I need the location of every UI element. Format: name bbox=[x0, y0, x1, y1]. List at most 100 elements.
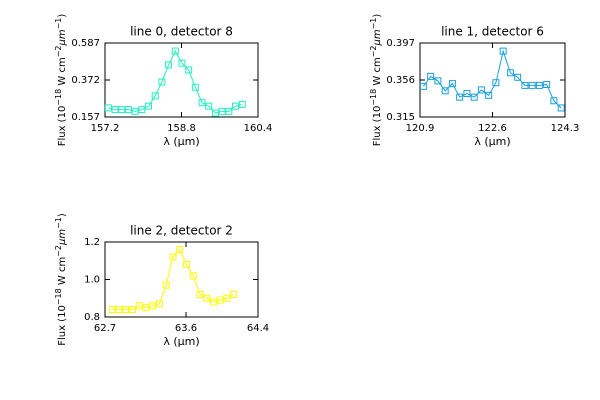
data-marker bbox=[149, 302, 157, 310]
data-line bbox=[108, 50, 243, 114]
data-marker bbox=[230, 291, 238, 298]
y-axis-label-part: W cm bbox=[57, 257, 68, 288]
y-axis-label-part: μm bbox=[372, 29, 383, 46]
data-marker bbox=[138, 106, 146, 114]
x-axis-label: λ (μm) bbox=[474, 135, 510, 148]
data-marker bbox=[211, 109, 219, 117]
y-axis-label: Flux (10−18 W cm−2μm−1) bbox=[369, 14, 384, 147]
y-axis-label-part: −2 bbox=[54, 245, 63, 257]
data-marker bbox=[158, 78, 166, 86]
y-axis-label-part: −18 bbox=[54, 288, 63, 305]
data-marker bbox=[225, 107, 233, 115]
x-tick-label: 157.2 bbox=[91, 123, 120, 134]
data-marker bbox=[203, 294, 211, 302]
y-axis-label-part: μm bbox=[57, 29, 68, 46]
data-marker bbox=[171, 47, 179, 55]
x-tick-label: 63.6 bbox=[175, 323, 197, 334]
data-marker bbox=[492, 79, 500, 87]
data-marker bbox=[196, 291, 204, 298]
data-marker bbox=[118, 106, 126, 114]
x-axis-label: λ (μm) bbox=[163, 335, 199, 348]
data-marker bbox=[218, 107, 226, 115]
data-marker bbox=[198, 99, 206, 107]
y-axis-label-part: Flux (10 bbox=[372, 106, 383, 147]
y-axis-label-part: ) bbox=[57, 213, 68, 217]
data-marker bbox=[178, 59, 186, 67]
y-axis-label-part: −1 bbox=[54, 217, 63, 229]
data-marker bbox=[111, 106, 119, 114]
y-axis-label-part: −18 bbox=[54, 89, 63, 106]
data-marker bbox=[185, 66, 193, 74]
data-marker bbox=[499, 47, 507, 55]
chart-title: line 1, detector 6 bbox=[441, 25, 544, 39]
x-tick-label: 158.8 bbox=[167, 123, 196, 134]
data-marker bbox=[191, 83, 199, 91]
x-tick-label: 64.4 bbox=[247, 323, 269, 334]
y-axis-label-part: −1 bbox=[369, 18, 378, 30]
y-axis-label-part: −2 bbox=[54, 46, 63, 58]
data-marker bbox=[128, 306, 136, 313]
y-tick-label: 0.587 bbox=[71, 38, 100, 49]
y-tick-label: 0.356 bbox=[386, 75, 415, 86]
x-tick-label: 62.7 bbox=[94, 323, 116, 334]
data-marker bbox=[470, 93, 478, 101]
chart-title: line 0, detector 8 bbox=[130, 25, 233, 39]
data-line bbox=[423, 49, 562, 109]
data-marker bbox=[514, 73, 522, 81]
data-marker bbox=[463, 90, 471, 98]
y-axis-label-part: −1 bbox=[54, 18, 63, 30]
data-marker bbox=[205, 102, 213, 110]
chart-title: line 2, detector 2 bbox=[130, 224, 233, 238]
data-marker bbox=[232, 102, 240, 110]
data-marker bbox=[434, 77, 442, 85]
y-tick-label: 0.372 bbox=[71, 75, 100, 86]
y-axis-label-part: −18 bbox=[369, 89, 378, 106]
data-marker bbox=[142, 304, 150, 312]
data-marker bbox=[182, 261, 190, 268]
y-axis-label-part: Flux (10 bbox=[57, 305, 68, 346]
y-tick-label: 0.8 bbox=[84, 312, 100, 323]
data-marker bbox=[216, 296, 224, 304]
y-axis-label: Flux (10−18 W cm−2μm−1) bbox=[54, 14, 69, 147]
data-marker bbox=[427, 72, 435, 80]
data-marker bbox=[108, 306, 116, 313]
data-marker bbox=[104, 104, 112, 112]
x-tick-label: 122.6 bbox=[478, 123, 507, 134]
data-marker bbox=[162, 281, 170, 289]
y-tick-label: 1.2 bbox=[84, 237, 100, 248]
data-marker bbox=[115, 306, 123, 313]
y-axis-label-part: −2 bbox=[369, 46, 378, 58]
y-tick-label: 0.315 bbox=[386, 112, 415, 123]
data-marker bbox=[528, 81, 536, 89]
data-marker bbox=[506, 69, 514, 77]
data-marker bbox=[131, 107, 139, 115]
data-marker bbox=[155, 300, 163, 308]
data-marker bbox=[477, 86, 485, 94]
data-marker bbox=[165, 61, 173, 69]
x-axis-label: λ (μm) bbox=[163, 135, 199, 148]
data-marker bbox=[151, 92, 159, 100]
data-marker bbox=[238, 100, 246, 108]
y-axis-label-part: ) bbox=[57, 14, 68, 18]
x-tick-label: 124.3 bbox=[551, 123, 580, 134]
y-tick-label: 0.157 bbox=[71, 112, 100, 123]
data-marker bbox=[456, 93, 464, 101]
data-marker bbox=[550, 97, 558, 105]
data-marker bbox=[223, 294, 231, 302]
data-line bbox=[112, 248, 234, 310]
data-marker bbox=[145, 102, 153, 110]
y-axis-label-part: μm bbox=[57, 229, 68, 246]
data-marker bbox=[535, 81, 543, 89]
y-tick-label: 1.0 bbox=[84, 275, 100, 286]
y-axis-label-part: W cm bbox=[372, 57, 383, 88]
x-tick-label: 120.9 bbox=[406, 123, 435, 134]
data-marker bbox=[419, 82, 427, 90]
data-marker bbox=[122, 306, 130, 313]
data-marker bbox=[543, 81, 551, 89]
data-marker bbox=[448, 80, 456, 88]
data-marker bbox=[169, 253, 177, 261]
y-axis-label-part: W cm bbox=[57, 57, 68, 88]
data-marker bbox=[557, 104, 565, 112]
data-marker bbox=[176, 246, 184, 253]
